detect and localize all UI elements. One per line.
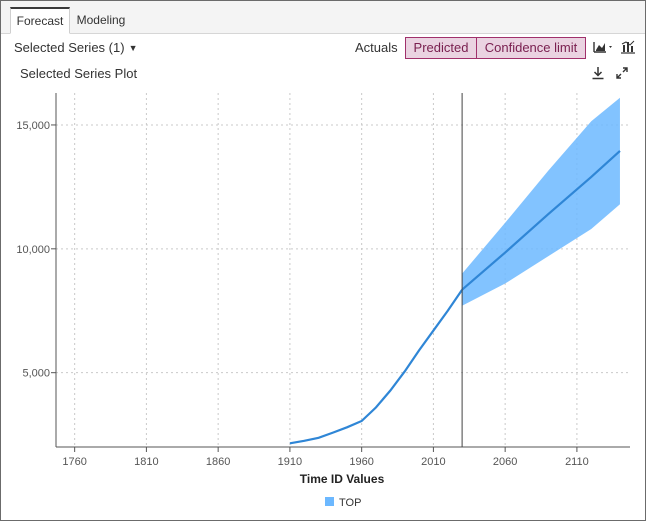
legend-swatch-top xyxy=(325,497,334,506)
y-tick-label: 10,000 xyxy=(16,244,50,256)
line-chart-icon xyxy=(593,42,612,53)
caret-down-icon: ▼ xyxy=(128,43,138,53)
series-select-label: Selected Series (1) xyxy=(14,40,125,55)
legend-label-top: TOP xyxy=(339,497,361,509)
chevron-down-icon xyxy=(609,46,612,48)
x-tick-label: 2010 xyxy=(421,456,445,468)
bar-chart-button[interactable] xyxy=(620,39,636,55)
expand-icon xyxy=(616,67,628,79)
series-plot-chart: 1760 1810 1860 1910 1960 2010 2060 2110 5,000 10,… xyxy=(16,93,630,509)
actual-series-line xyxy=(289,289,464,445)
plot-title: Selected Series Plot xyxy=(20,66,138,81)
x-axis-label: Time ID Values xyxy=(300,472,385,486)
y-tick-label: 15,000 xyxy=(16,120,50,132)
confidence-band xyxy=(462,97,620,306)
bar-chart-icon xyxy=(621,40,635,54)
tab-forecast[interactable]: Forecast xyxy=(10,7,70,34)
predicted-series-line xyxy=(461,150,621,291)
expand-button[interactable] xyxy=(615,66,629,80)
x-tick-label: 2110 xyxy=(565,456,589,468)
x-tick-label: 2060 xyxy=(493,456,517,468)
x-tick-label: 1960 xyxy=(349,456,373,468)
x-tick-label: 1760 xyxy=(62,456,86,468)
x-tick-label: 1860 xyxy=(206,456,230,468)
actuals-toggle[interactable]: Actuals xyxy=(355,40,398,55)
confidence-limit-toggle[interactable]: Confidence limit xyxy=(476,37,586,59)
chart-type-button[interactable] xyxy=(593,39,615,55)
x-tick-label: 1910 xyxy=(278,456,302,468)
tab-bar: Forecast Modeling xyxy=(1,1,645,34)
download-icon xyxy=(592,67,604,80)
series-select-dropdown[interactable]: Selected Series (1) ▼ xyxy=(14,40,137,55)
predicted-toggle[interactable]: Predicted xyxy=(405,37,477,59)
x-tick-label: 1810 xyxy=(134,456,158,468)
tab-modeling[interactable]: Modeling xyxy=(76,13,126,27)
y-tick-label: 5,000 xyxy=(22,368,50,380)
download-button[interactable] xyxy=(591,66,605,80)
